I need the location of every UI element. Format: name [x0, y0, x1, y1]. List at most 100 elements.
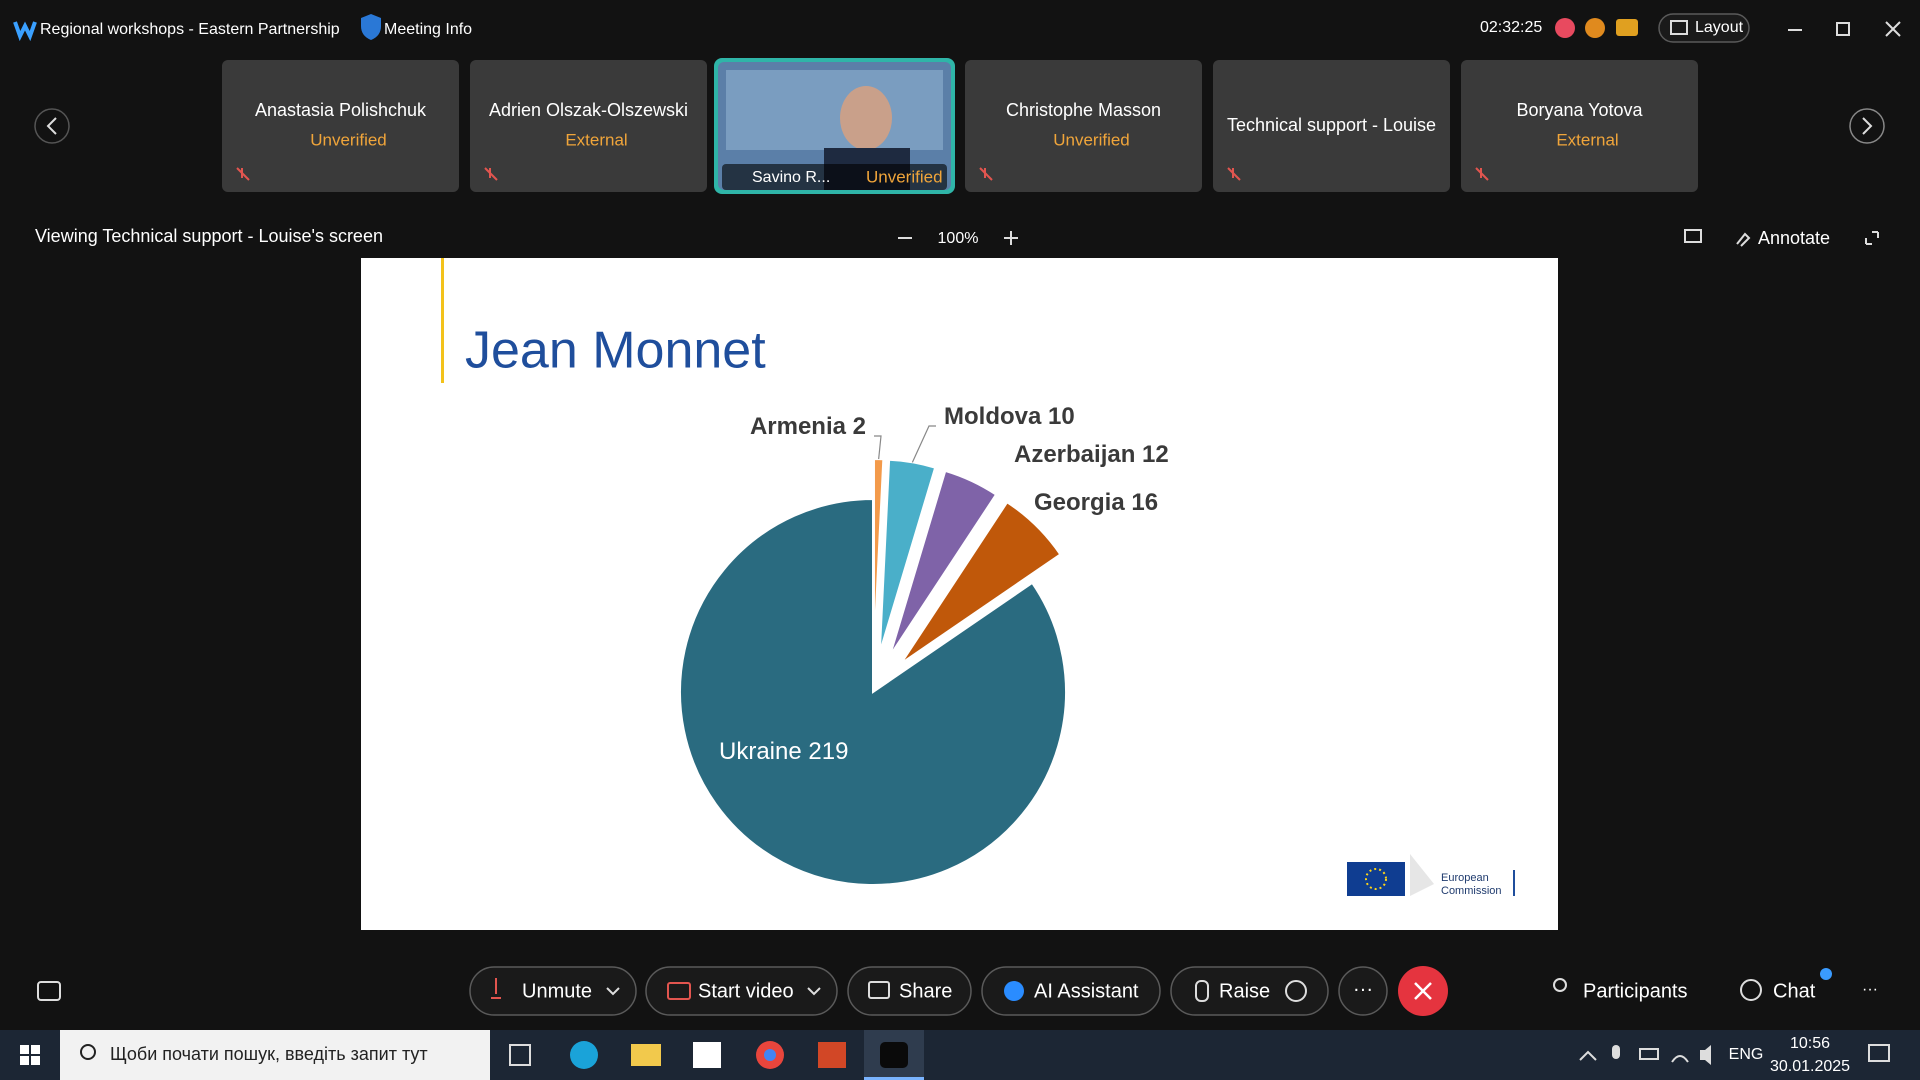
- slice-label: Armenia 2: [750, 413, 866, 440]
- raise-button[interactable]: [1170, 966, 1329, 1016]
- chat-icon: [1616, 19, 1638, 36]
- slice-label: Georgia 16: [1034, 489, 1158, 516]
- zoom-level: 100%: [938, 230, 979, 247]
- participant-name: Adrien Olszak-Olszewski: [489, 100, 688, 120]
- slice-category: Moldova: [944, 403, 1048, 430]
- mic-muted-icon: [236, 167, 250, 181]
- raise-label: Raise: [1219, 980, 1270, 1002]
- search-box[interactable]: [60, 1030, 490, 1080]
- pie-slice: [872, 458, 885, 653]
- fullscreen[interactable]: [1865, 231, 1879, 245]
- mic-muted-icon: [1227, 167, 1241, 181]
- tray-arrow[interactable]: [1579, 1050, 1597, 1061]
- recording-icon: [1555, 18, 1575, 38]
- chat-badge: [1820, 968, 1832, 980]
- volume: [1700, 1045, 1711, 1065]
- annotate[interactable]: Annotate: [1758, 228, 1830, 248]
- name-plate: [722, 164, 947, 190]
- participant-strip: Anastasia Polishchuk Unverified Adrien Ols…: [222, 58, 1698, 194]
- leader-line: [911, 425, 936, 463]
- next-arrow: [1862, 117, 1873, 135]
- ai-assistant-button[interactable]: [981, 966, 1161, 1016]
- layout-label: Layout: [1695, 19, 1744, 36]
- slice-label: Ukraine 219: [719, 738, 848, 765]
- slice-value: 12: [1142, 441, 1169, 468]
- explorer-icon[interactable]: [631, 1044, 661, 1066]
- battery: [1639, 1048, 1659, 1060]
- participants-label[interactable]: Participants: [1583, 980, 1688, 1002]
- more-button[interactable]: [1338, 966, 1388, 1016]
- language[interactable]: ENG: [1729, 1046, 1764, 1063]
- slice-value: 2: [853, 413, 866, 440]
- participant-name: Technical support - Louise: [1227, 115, 1436, 135]
- participant-status: Unverified: [1053, 130, 1130, 149]
- mic-muted-icon: [1475, 167, 1489, 181]
- mic-muted-icon: [491, 978, 501, 999]
- start-video-button[interactable]: [645, 966, 838, 1016]
- unmute-button[interactable]: [469, 966, 637, 1016]
- captions[interactable]: [37, 981, 61, 1001]
- active-indicator: [864, 1077, 924, 1080]
- store-icon[interactable]: [693, 1042, 721, 1068]
- eu-flag: [1347, 862, 1405, 896]
- video-map: [726, 70, 943, 150]
- more-options[interactable]: ···: [1862, 981, 1878, 998]
- slide-title: Jean Monnet: [465, 322, 766, 380]
- prev-page[interactable]: [34, 108, 70, 144]
- dropdown[interactable]: [606, 987, 620, 996]
- close[interactable]: [1885, 21, 1901, 37]
- webex-icon: [880, 1042, 908, 1068]
- participant-status: Unverified: [866, 167, 943, 186]
- eu-stars: [1365, 868, 1387, 890]
- zoom-in[interactable]: [1004, 231, 1018, 245]
- participant-name: Anastasia Polishchuk: [255, 100, 427, 120]
- share-label: Share: [899, 980, 952, 1002]
- reactions[interactable]: [1285, 980, 1307, 1002]
- task-view[interactable]: [509, 1044, 531, 1066]
- powerpoint-icon[interactable]: [818, 1042, 846, 1068]
- participant-name: Savino R...: [752, 169, 830, 186]
- meeting-title: Regional workshops - Eastern Partnership: [40, 21, 340, 38]
- participant-tile[interactable]: [1213, 60, 1450, 192]
- slice-label: Azerbaijan 12: [1014, 441, 1169, 468]
- dropdown[interactable]: [807, 987, 821, 996]
- participant-tile[interactable]: [965, 60, 1202, 192]
- ai-assistant-label: AI Assistant: [1034, 980, 1139, 1002]
- share-button[interactable]: [847, 966, 972, 1016]
- more-dots: ···: [1353, 978, 1373, 1000]
- app-logo: [13, 21, 37, 42]
- pop-out[interactable]: [1684, 229, 1702, 243]
- pie-slice: [679, 497, 1067, 886]
- annotate-icon: [1736, 232, 1751, 247]
- hand-icon: [1195, 980, 1209, 1002]
- restore[interactable]: [1836, 22, 1850, 36]
- slice-category: Azerbaijan: [1014, 441, 1142, 468]
- participant-name: Christophe Masson: [1006, 100, 1161, 120]
- ec-logo-text: European: [1441, 872, 1489, 884]
- participant-tile[interactable]: [1461, 60, 1698, 192]
- video-muted-icon: [667, 982, 691, 1000]
- participant-tile[interactable]: [470, 60, 707, 192]
- pie-slice: [878, 458, 937, 653]
- participant-tile[interactable]: [222, 60, 459, 192]
- audio-icon: [1585, 18, 1605, 38]
- meeting-info[interactable]: Meeting Info: [384, 21, 472, 38]
- start-button[interactable]: [20, 1045, 40, 1065]
- viewing-label: Viewing Technical support - Louise's scr…: [35, 226, 383, 246]
- leader-line: [874, 435, 882, 460]
- chat-label[interactable]: Chat: [1773, 980, 1816, 1002]
- leave-icon: [1414, 982, 1432, 1000]
- edge-icon[interactable]: [570, 1041, 598, 1069]
- timer: 02:32:25: [1480, 19, 1542, 36]
- slice-category: Ukraine: [719, 738, 808, 765]
- next-page[interactable]: [1849, 108, 1885, 144]
- ai-icon: [1004, 981, 1024, 1001]
- slice-value: 10: [1048, 403, 1075, 430]
- shield-icon: [361, 14, 381, 40]
- layout-icon: [1670, 20, 1688, 35]
- share-icon: [868, 981, 890, 999]
- mic-muted-icon: [484, 167, 498, 181]
- pie-slice: [900, 500, 1062, 665]
- mic-muted-icon: [979, 167, 993, 181]
- notifications[interactable]: [1868, 1044, 1890, 1062]
